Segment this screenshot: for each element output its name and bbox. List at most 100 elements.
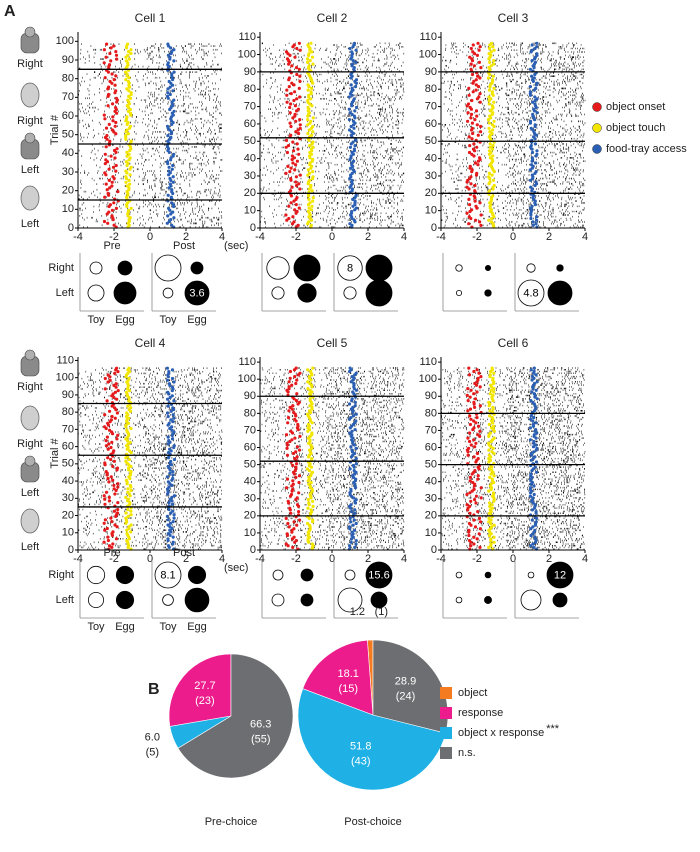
col-label: Egg xyxy=(187,621,207,633)
y-tick-label: 70 xyxy=(62,423,74,435)
y-tick-label: 20 xyxy=(62,509,74,521)
y-tick-label: 0 xyxy=(431,544,437,556)
pie-count-label: (1) xyxy=(375,606,388,618)
x-tick-label: 4 xyxy=(401,231,407,243)
egg-bubble xyxy=(556,264,564,272)
y-tick-label: 100 xyxy=(419,373,437,385)
toy-bubble xyxy=(344,569,356,581)
y-tick-label: 30 xyxy=(62,492,74,504)
x-tick-label: -4 xyxy=(436,553,446,565)
event-dots xyxy=(165,366,177,551)
legend-label: object xyxy=(458,687,487,699)
event-dots xyxy=(102,42,120,229)
y-tick-label: 60 xyxy=(244,441,256,453)
event-dots xyxy=(165,42,176,229)
y-tick-label: 20 xyxy=(244,510,256,522)
event-dots xyxy=(102,366,120,551)
y-tick-label: 10 xyxy=(244,527,256,539)
y-tick-label: 50 xyxy=(425,459,437,471)
significance-annotation: *** xyxy=(546,723,560,735)
pie-value-label: 51.8 xyxy=(350,740,371,752)
y-tick-label: 40 xyxy=(62,475,74,487)
y-tick-label: 80 xyxy=(244,407,256,419)
phase-label: Post xyxy=(173,240,195,252)
condition-label: Right xyxy=(17,115,43,127)
x-unit-label: (sec) xyxy=(224,240,248,252)
x-tick-label: 0 xyxy=(329,553,335,565)
pie-count-label: (5) xyxy=(146,746,159,758)
x-tick-label: 2 xyxy=(183,231,189,243)
y-tick-label: 50 xyxy=(62,129,74,141)
condition-label: Right xyxy=(17,381,43,393)
phase-label: Post xyxy=(173,547,195,559)
cell-title: Cell 5 xyxy=(317,336,348,350)
y-tick-label: 110 xyxy=(238,31,256,43)
pie-slice xyxy=(168,653,232,727)
pie-slice xyxy=(177,653,294,779)
toy-bubble xyxy=(455,596,463,604)
legend-swatch xyxy=(592,144,602,154)
y-tick-label: 110 xyxy=(419,356,437,368)
pie-value-label: 28.9 xyxy=(395,676,416,688)
egg-bubble xyxy=(484,264,492,272)
cell-title: Cell 6 xyxy=(498,336,529,350)
toy-bubble xyxy=(154,254,182,282)
toy-icon xyxy=(24,26,36,38)
event-dots xyxy=(465,41,483,229)
legend-swatch xyxy=(440,747,452,759)
y-tick-label: 30 xyxy=(425,170,437,182)
event-dots xyxy=(124,42,133,229)
egg-bubble xyxy=(365,279,393,307)
condition-label: Left xyxy=(21,541,39,553)
toy-icon xyxy=(24,132,36,144)
x-tick-label: -2 xyxy=(472,231,482,243)
egg-icon xyxy=(20,82,40,108)
y-tick-label: 100 xyxy=(419,48,437,60)
egg-bubble xyxy=(115,590,135,610)
x-tick-label: 4 xyxy=(582,231,588,243)
y-tick-label: 30 xyxy=(244,493,256,505)
event-dots xyxy=(347,366,358,551)
pie-count-label: (15) xyxy=(338,683,358,695)
pie-count-label: (23) xyxy=(195,695,215,707)
bubble-value-label: 3.6 xyxy=(189,287,204,299)
y-tick-label: 80 xyxy=(425,83,437,95)
phase-label: Pre xyxy=(103,240,120,252)
col-label: Egg xyxy=(187,314,207,326)
event-dots xyxy=(465,366,483,551)
legend-label: object onset xyxy=(606,101,665,113)
x-tick-label: -2 xyxy=(291,553,301,565)
egg-icon xyxy=(20,405,40,431)
y-tick-label: 80 xyxy=(244,83,256,95)
y-tick-label: 90 xyxy=(425,390,437,402)
y-tick-label: 90 xyxy=(244,390,256,402)
event-dots xyxy=(486,41,496,229)
y-tick-label: 70 xyxy=(425,100,437,112)
x-tick-label: 2 xyxy=(365,553,371,565)
y-tick-label: 110 xyxy=(419,31,437,43)
x-tick-label: 2 xyxy=(365,231,371,243)
toy-bubble xyxy=(455,264,463,272)
event-dots xyxy=(284,41,302,229)
y-tick-label: 70 xyxy=(425,424,437,436)
cell-title: Cell 1 xyxy=(135,11,166,25)
y-tick-label: 50 xyxy=(62,458,74,470)
toy-icon xyxy=(24,455,36,467)
x-tick-label: -2 xyxy=(291,231,301,243)
y-tick-label: 0 xyxy=(68,222,74,234)
pie-slice xyxy=(372,639,449,734)
egg-bubble xyxy=(365,254,393,282)
x-unit-label: (sec) xyxy=(224,562,248,574)
y-tick-label: 40 xyxy=(425,153,437,165)
condition-label: Right xyxy=(17,438,43,450)
raster-spikes xyxy=(77,43,223,228)
pie-value-label: 1.2 xyxy=(350,606,365,618)
y-tick-label: 80 xyxy=(425,407,437,419)
toy-bubble xyxy=(86,565,106,585)
toy-bubble xyxy=(87,591,105,609)
cell-title: Cell 3 xyxy=(498,11,529,25)
x-tick-label: 4 xyxy=(219,553,225,565)
bubble-value-label: 8 xyxy=(347,262,353,274)
raster-spikes xyxy=(259,42,405,228)
